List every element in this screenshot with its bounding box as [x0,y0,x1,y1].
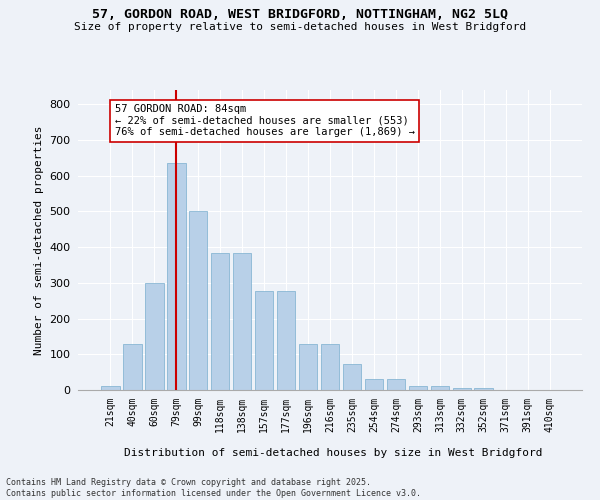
Bar [255,290,274,390]
Bar [233,252,251,390]
Bar [431,386,449,390]
Bar [167,163,185,390]
Bar [123,344,142,390]
Text: Distribution of semi-detached houses by size in West Bridgford: Distribution of semi-detached houses by … [124,448,542,458]
Text: Contains HM Land Registry data © Crown copyright and database right 2025.
Contai: Contains HM Land Registry data © Crown c… [6,478,421,498]
Bar [145,283,164,390]
Text: Size of property relative to semi-detached houses in West Bridgford: Size of property relative to semi-detach… [74,22,526,32]
Bar [365,380,383,390]
Bar [101,386,119,390]
Text: 57 GORDON ROAD: 84sqm
← 22% of semi-detached houses are smaller (553)
76% of sem: 57 GORDON ROAD: 84sqm ← 22% of semi-deta… [115,104,415,138]
Text: 57, GORDON ROAD, WEST BRIDGFORD, NOTTINGHAM, NG2 5LQ: 57, GORDON ROAD, WEST BRIDGFORD, NOTTING… [92,8,508,20]
Bar [189,210,208,390]
Bar [475,388,493,390]
Bar [452,388,471,390]
Bar [343,364,361,390]
Bar [386,380,405,390]
Bar [409,386,427,390]
Bar [320,344,340,390]
Bar [299,344,317,390]
Bar [277,290,295,390]
Bar [211,252,229,390]
Y-axis label: Number of semi-detached properties: Number of semi-detached properties [34,125,44,355]
